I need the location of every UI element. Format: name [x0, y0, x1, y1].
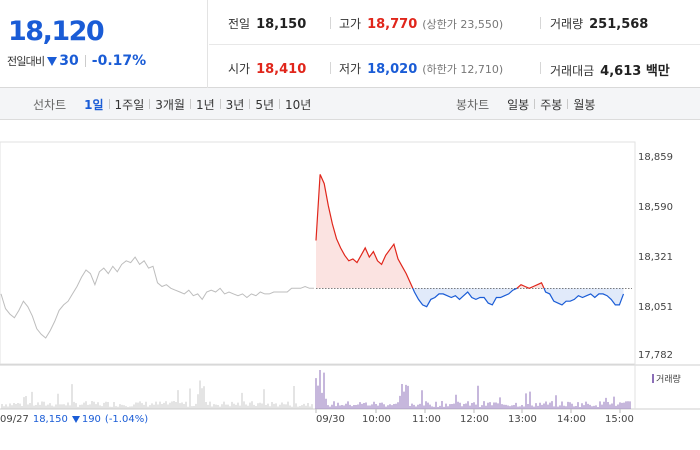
stat-label: 저가 [339, 62, 362, 76]
stat-open: 시가 18,410 [228, 60, 306, 77]
stat-label: 고가 [339, 17, 362, 31]
stat-value: 18,770 [367, 17, 418, 32]
x-tick-label: 12:00 [460, 414, 489, 425]
divider [189, 99, 191, 109]
divider [330, 62, 331, 74]
x-tick-label: 10:00 [362, 414, 391, 425]
y-tick-label: 18,321 [638, 252, 673, 263]
divider [279, 99, 281, 109]
x-tick-label: 13:00 [508, 414, 537, 425]
y-tick-label: 18,859 [638, 152, 673, 163]
stat-label: 거래량 [550, 17, 584, 31]
stat-label: 전일 [228, 17, 251, 31]
volume-legend-swatch [652, 374, 654, 383]
tab-1-day[interactable]: 1일 [84, 97, 104, 112]
tab-weekly-candle[interactable]: 주봉 [540, 97, 563, 112]
stat-sub: (하한가 12,710) [422, 63, 504, 76]
stock-summary-header: 18,120 전일대비 30 -0.17% 전일 18,150 고가 18,77… [0, 0, 700, 88]
divider [534, 99, 536, 109]
tab-10-years[interactable]: 10년 [285, 97, 312, 112]
candle-chart-tabs: 봉차트 일봉 주봉 월봉 [456, 88, 600, 120]
line-chart-label: 선차트 [33, 97, 67, 112]
series-line-up-segment [516, 282, 545, 289]
divider [330, 17, 331, 29]
divider [84, 55, 86, 67]
tab-1-year[interactable]: 1년 [195, 97, 215, 112]
series-line-down-segment [412, 287, 518, 308]
down-triangle-icon [71, 416, 80, 423]
stat-prev-close: 전일 18,150 [228, 15, 306, 32]
current-price: 18,120 [8, 16, 105, 47]
chart-period-tabbar: 선차트 1일 1주일 3개월 1년 3년 5년 10년 봉차트 일봉 주봉 월봉 [0, 88, 700, 120]
prev-day-summary: 09/27 18,150 190 (-1.04%) [0, 414, 148, 425]
price-chart-svg [0, 141, 700, 413]
prev-day-close: 18,150 [32, 414, 68, 425]
stat-value: 4,613 백만 [600, 64, 670, 79]
tab-3-years[interactable]: 3년 [225, 97, 245, 112]
divider [567, 99, 569, 109]
prev-day-date: 09/27 [0, 414, 29, 425]
volume-legend-label: 거래량 [656, 375, 681, 385]
line-chart-tabs: 선차트 1일 1주일 3개월 1년 3년 5년 10년 [33, 88, 316, 120]
stat-label: 거래대금 [550, 64, 595, 78]
series-line-up-segment [315, 174, 414, 289]
x-tick-label: 14:00 [557, 414, 586, 425]
change-percent: -0.17% [91, 53, 147, 69]
stat-value: 18,410 [256, 62, 307, 77]
divider [219, 99, 221, 109]
divider [540, 17, 541, 29]
change-amount: 30 [59, 53, 79, 69]
area-below-reference [412, 288, 624, 307]
divider [249, 99, 251, 109]
x-tick-label: 11:00 [412, 414, 441, 425]
tab-daily-candle[interactable]: 일봉 [507, 97, 530, 112]
area-above-reference [316, 174, 544, 289]
stat-low: 저가 18,020 (하한가 12,710) [339, 60, 503, 77]
prev-day-percent: (-1.04%) [104, 414, 149, 425]
change-label: 전일대비 [7, 55, 45, 68]
tab-1-week[interactable]: 1주일 [114, 97, 145, 112]
y-tick-label: 18,590 [638, 202, 673, 213]
prev-day-change: 190 [81, 414, 101, 425]
stat-high: 고가 18,770 (상한가 23,550) [339, 15, 503, 32]
y-tick-label: 18,051 [638, 302, 673, 313]
current-price-box: 18,120 전일대비 30 -0.17% [0, 0, 208, 88]
stat-value: 18,150 [256, 17, 307, 32]
tab-3-months[interactable]: 3개월 [155, 97, 185, 112]
candle-chart-label: 봉차트 [456, 97, 490, 112]
divider [209, 44, 700, 45]
stat-volume: 거래량 251,568 [550, 15, 648, 32]
stats-grid: 전일 18,150 고가 18,770 (상한가 23,550) 거래량 251… [209, 0, 700, 88]
volume-legend: 거래량 [652, 372, 681, 385]
series-line-prev-day [0, 256, 314, 339]
divider [149, 99, 151, 109]
tab-monthly-candle[interactable]: 월봉 [573, 97, 596, 112]
stat-value: 18,020 [367, 62, 418, 77]
intraday-chart: 18,859 18,590 18,321 18,051 17,782 거래량 0… [0, 120, 700, 450]
stat-value: 251,568 [589, 17, 649, 32]
price-change-row: 전일대비 30 -0.17% [7, 53, 146, 69]
tab-5-years[interactable]: 5년 [255, 97, 275, 112]
stat-sub: (상한가 23,550) [422, 18, 504, 31]
divider [108, 99, 110, 109]
y-tick-label: 17,782 [638, 350, 673, 361]
stat-label: 시가 [228, 62, 251, 76]
x-tick-label: 15:00 [605, 414, 634, 425]
down-triangle-icon [47, 56, 58, 66]
series-line-down-segment [543, 288, 625, 306]
stat-trade-value: 거래대금 4,613 백만 [550, 60, 670, 79]
x-tick-label: 09/30 [316, 414, 345, 425]
divider [540, 62, 541, 74]
